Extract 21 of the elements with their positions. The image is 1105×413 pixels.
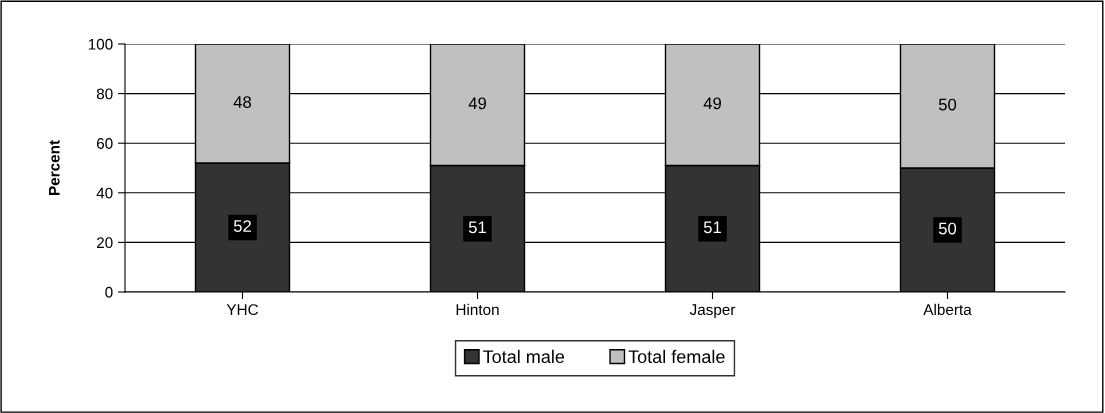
legend-label: Total male [483, 349, 565, 364]
x-tick-label: YHC [226, 304, 259, 316]
data-label: 50 [938, 222, 957, 235]
x-tick-label: Alberta [923, 303, 972, 316]
y-tick-label: 40 [96, 187, 113, 199]
y-tick-label: 20 [96, 237, 113, 249]
data-label: 51 [703, 221, 721, 234]
data-label: 50 [938, 98, 957, 111]
x-tick-label: Hinton [456, 303, 499, 316]
y-tick-label: 80 [96, 88, 113, 100]
y-tick-label: 60 [96, 138, 113, 149]
legend-label: Total female [628, 349, 725, 364]
data-label: 52 [233, 220, 251, 232]
x-tick-label: Jasper [689, 304, 736, 319]
y-axis-title: Percent [49, 140, 60, 195]
data-label: 48 [233, 96, 252, 108]
data-label: 51 [468, 221, 486, 234]
data-label: 49 [703, 97, 721, 110]
data-label: 49 [468, 97, 486, 110]
y-tick-label: 0 [105, 286, 113, 298]
y-tick-label: 100 [88, 38, 113, 50]
